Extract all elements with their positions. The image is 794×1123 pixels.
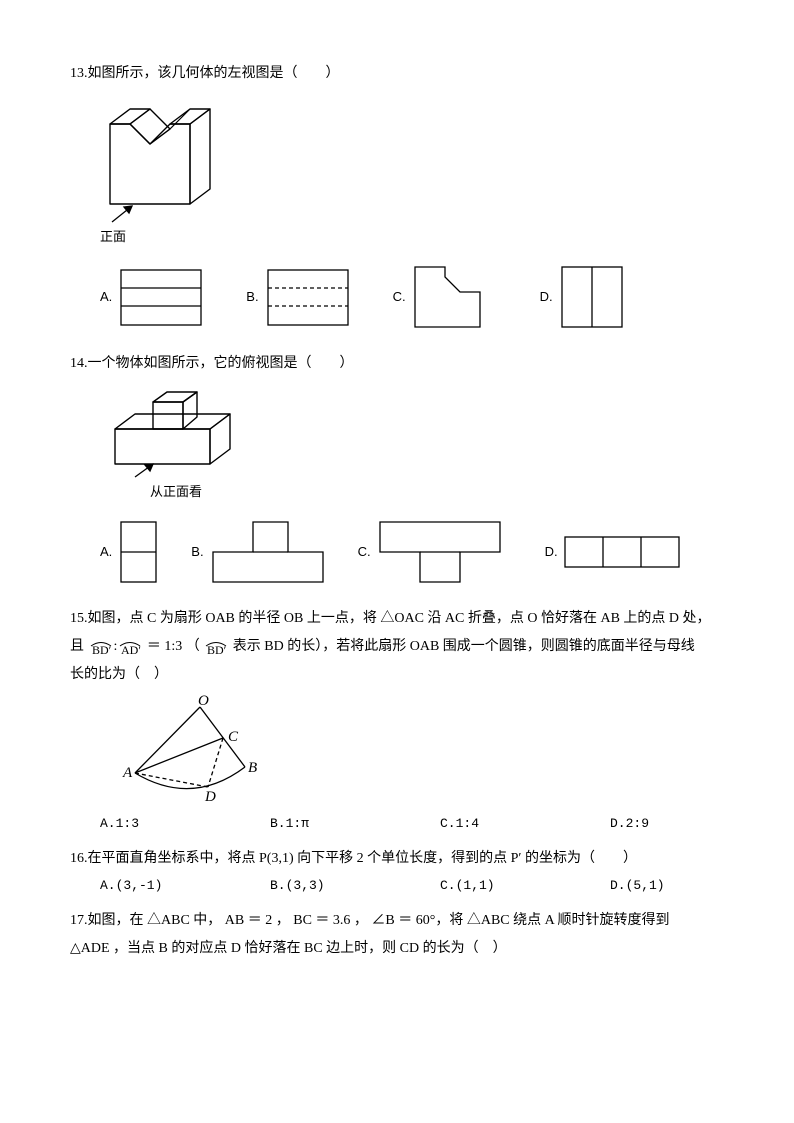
q16-opt-c: C.(1,1) bbox=[440, 873, 610, 899]
q17: 17.如图，在 △ABC 中， AB ＝ 2 ， BC ＝ 3.6 ， ∠B ＝… bbox=[70, 907, 724, 963]
solid-3d-icon bbox=[105, 384, 245, 479]
q13-caption: 正面 bbox=[100, 224, 724, 250]
q15-opt-a: A.1:3 bbox=[100, 811, 270, 837]
q15-opt-c: C.1:4 bbox=[440, 811, 610, 837]
q14-opt-b-icon bbox=[208, 517, 328, 587]
svg-text:BD′: BD′ bbox=[92, 643, 112, 656]
label-A: A bbox=[122, 765, 133, 781]
solid-3d-icon bbox=[90, 94, 220, 224]
q13-opt-b-label: B. bbox=[246, 284, 258, 310]
q13-opt-c-label: C. bbox=[393, 284, 406, 310]
q13-opt-b-icon bbox=[263, 265, 353, 330]
q13-opt-c-icon bbox=[410, 262, 490, 332]
sector-fold-icon: O C A B D bbox=[120, 695, 270, 805]
q14-opt-c-icon bbox=[375, 517, 505, 587]
q14-options: A. B. C. D. bbox=[70, 517, 724, 587]
label-D: D bbox=[204, 789, 216, 805]
q15-figure: O C A B D bbox=[120, 695, 724, 805]
q14-opt-c-label: C. bbox=[358, 539, 371, 565]
q14-stem: 14.一个物体如图所示，它的俯视图是（ ） bbox=[70, 350, 724, 378]
svg-text:BD′: BD′ bbox=[207, 643, 227, 656]
q14-opt-d-icon bbox=[562, 532, 682, 572]
arc-bd-icon: BD′ bbox=[88, 638, 114, 656]
q13-opt-d-icon bbox=[557, 262, 627, 332]
q14-caption: 从正面看 bbox=[150, 479, 724, 505]
q14-opt-b-label: B. bbox=[191, 539, 203, 565]
q17-stem-a: 17.如图，在 △ABC 中， AB ＝ 2 ， BC ＝ 3.6 ， ∠B ＝… bbox=[70, 907, 724, 935]
q13-opt-a-label: A. bbox=[100, 284, 112, 310]
q13-opt-d-label: D. bbox=[540, 284, 553, 310]
q15-opt-b: B.1:π bbox=[270, 811, 440, 837]
q15-stem-b: 且 BD′ : AD′ ＝ 1:3 （ BD′ 表示 BD 的长），若将此扇形 … bbox=[70, 633, 724, 661]
q15-opt-d: D.2:9 bbox=[610, 811, 649, 837]
q13-stem: 13.如图所示，该几何体的左视图是（ ） bbox=[70, 60, 724, 88]
q14-opt-a-icon bbox=[116, 517, 161, 587]
q13: 13.如图所示，该几何体的左视图是（ ） 正面 bbox=[70, 60, 724, 332]
q16-options: A.(3,-1) B.(3,3) C.(1,1) D.(5,1) bbox=[100, 873, 724, 899]
q14-opt-a-label: A. bbox=[100, 539, 112, 565]
q14-opt-d-label: D. bbox=[545, 539, 558, 565]
q16: 16.在平面直角坐标系中，将点 P(3,1) 向下平移 2 个单位长度，得到的点… bbox=[70, 845, 724, 899]
q13-figure: 正面 bbox=[90, 94, 724, 250]
label-B: B bbox=[248, 760, 257, 776]
arc-bd2-icon: BD′ bbox=[203, 638, 229, 656]
q14: 14.一个物体如图所示，它的俯视图是（ ） bbox=[70, 350, 724, 587]
q16-opt-b: B.(3,3) bbox=[270, 873, 440, 899]
label-O: O bbox=[198, 695, 209, 709]
q17-stem-b: △ADE ，当点 B 的对应点 D 恰好落在 BC 边上时，则 CD 的长为（ … bbox=[70, 935, 724, 963]
q15-options: A.1:3 B.1:π C.1:4 D.2:9 bbox=[100, 811, 724, 837]
q15-stem-c: 长的比为（ ） bbox=[70, 661, 724, 689]
q16-opt-d: D.(5,1) bbox=[610, 873, 665, 899]
q14-figure: 从正面看 bbox=[105, 384, 724, 505]
q13-options: A. B. C. D. bbox=[70, 262, 724, 332]
q16-stem: 16.在平面直角坐标系中，将点 P(3,1) 向下平移 2 个单位长度，得到的点… bbox=[70, 845, 724, 873]
q16-opt-a: A.(3,-1) bbox=[100, 873, 270, 899]
svg-text:AD′: AD′ bbox=[121, 643, 141, 656]
q15-stem-a: 15.如图，点 C 为扇形 OAB 的半径 OB 上一点，将 △OAC 沿 AC… bbox=[70, 605, 724, 633]
label-C: C bbox=[228, 729, 239, 745]
arc-ad-icon: AD′ bbox=[117, 638, 143, 656]
q15: 15.如图，点 C 为扇形 OAB 的半径 OB 上一点，将 △OAC 沿 AC… bbox=[70, 605, 724, 837]
q13-opt-a-icon bbox=[116, 265, 206, 330]
